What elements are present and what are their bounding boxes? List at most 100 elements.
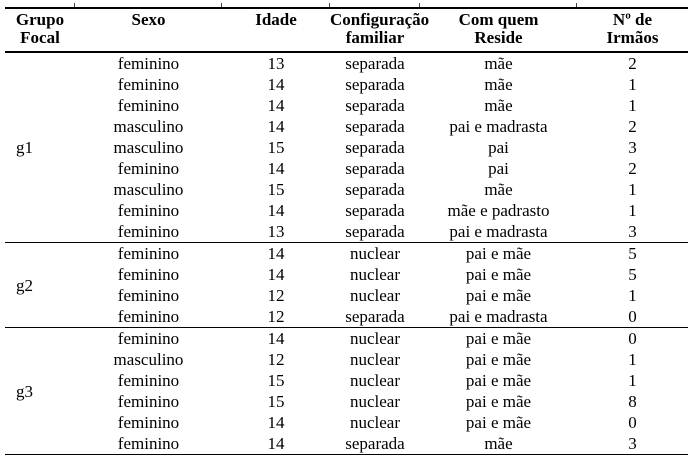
header-line: Nº de xyxy=(612,10,653,29)
cell-config: separada xyxy=(345,201,405,220)
column-boundary-tick xyxy=(329,3,330,7)
header-line: Reside xyxy=(474,28,523,47)
cell-config: separada xyxy=(345,159,405,178)
cell-sexo: feminino xyxy=(117,286,180,305)
cell-config: separada xyxy=(345,180,405,199)
header-n-irmaos: Nº de Irmãos xyxy=(577,8,688,53)
cell-idade: 14 xyxy=(267,117,285,136)
cell-irmaos: 0 xyxy=(628,413,637,432)
table-row: feminino 14 separada mãe 3 xyxy=(5,433,688,455)
cell-sexo: feminino xyxy=(75,306,222,328)
cell-idade: 12 xyxy=(222,306,330,328)
cell-sexo: feminino xyxy=(117,54,180,73)
table-row: masculino 12 nuclear pai e mãe 1 xyxy=(5,349,688,370)
header-sexo: Sexo xyxy=(75,8,222,53)
cell-irmaos: 1 xyxy=(628,286,637,305)
cell-sexo: feminino xyxy=(117,159,180,178)
header-line: Sexo xyxy=(131,10,166,29)
cell-reside: pai e mãe xyxy=(465,350,532,369)
cell-reside: pai e mãe xyxy=(465,286,532,305)
cell-reside: pai xyxy=(488,159,509,178)
table-row: g3 feminino 14 nuclear pai e mãe 0 xyxy=(5,327,688,455)
cell-reside: mãe xyxy=(484,96,513,115)
cell-reside: mãe xyxy=(484,180,513,199)
header-line: Idade xyxy=(255,10,297,29)
table-row: feminino 12 nuclear pai e mãe 1 xyxy=(5,285,688,306)
cell-irmaos: 2 xyxy=(628,54,637,73)
cell-idade: 12 xyxy=(267,286,285,305)
cell-config: nuclear xyxy=(349,286,401,305)
cell-reside: pai e madrasta xyxy=(420,306,577,328)
cell-irmaos: 1 xyxy=(628,75,637,94)
header-row: Grupo Focal Sexo Idade Configuração fami… xyxy=(5,8,688,53)
cell-idade: 14 xyxy=(267,329,285,348)
cell-irmaos: 5 xyxy=(628,265,637,284)
cell-config: separada xyxy=(330,221,420,243)
participants-table: Grupo Focal Sexo Idade Configuração fami… xyxy=(5,7,688,455)
header-line: Configuração xyxy=(330,10,430,29)
cell-config: separada xyxy=(345,54,405,73)
cell-reside: pai e mãe xyxy=(465,413,532,432)
header-idade: Idade xyxy=(222,8,330,53)
cell-irmaos: 1 xyxy=(628,371,637,390)
cell-sexo: feminino xyxy=(117,392,180,411)
column-boundary-tick xyxy=(419,3,420,7)
cell-config: separada xyxy=(345,138,405,157)
cell-config: nuclear xyxy=(349,350,401,369)
table-row: masculino 15 separada mãe 1 xyxy=(5,179,688,200)
table-row: feminino 13 separada pai e madrasta 3 xyxy=(5,221,688,243)
cell-sexo: masculino xyxy=(113,138,184,157)
cell-sexo: feminino xyxy=(117,75,180,94)
cell-sexo: masculino xyxy=(113,117,184,136)
cell-irmaos: 3 xyxy=(577,221,688,243)
cell-reside: pai e mãe xyxy=(465,392,532,411)
cell-idade: 14 xyxy=(267,159,285,178)
cell-irmaos: 3 xyxy=(628,138,637,157)
cell-idade: 13 xyxy=(222,221,330,243)
cell-config: nuclear xyxy=(349,265,401,284)
cell-reside: pai e mãe xyxy=(465,265,532,284)
cell-grupo: g1 xyxy=(5,52,75,243)
cell-idade: 14 xyxy=(267,96,285,115)
cell-sexo: feminino xyxy=(75,221,222,243)
cell-config: nuclear xyxy=(349,413,401,432)
header-configuracao-familiar: Configuração familiar xyxy=(330,8,430,53)
cell-config: nuclear xyxy=(349,392,401,411)
cell-sexo: feminino xyxy=(117,371,180,390)
header-line: Com quem xyxy=(458,10,539,29)
table-row: masculino 14 separada pai e madrasta 2 xyxy=(5,116,688,137)
cell-sexo: feminino xyxy=(117,329,180,348)
cell-idade: 14 xyxy=(267,244,285,263)
cell-reside: pai e mãe xyxy=(465,244,532,263)
cell-sexo: feminino xyxy=(117,201,180,220)
header-line: Grupo xyxy=(15,10,65,29)
cell-sexo: feminino xyxy=(117,96,180,115)
cell-idade: 14 xyxy=(267,201,285,220)
table-row: feminino 15 nuclear pai e mãe 8 xyxy=(5,391,688,412)
table-row: feminino 14 separada mãe 1 xyxy=(5,95,688,116)
column-boundary-tick xyxy=(221,3,222,7)
cell-idade: 14 xyxy=(267,434,285,453)
cell-irmaos: 2 xyxy=(628,159,637,178)
table-row: g1 feminino 13 separada mãe 2 xyxy=(5,52,688,243)
cell-reside: pai e mãe xyxy=(465,329,532,348)
table-row: feminino 12 separada pai e madrasta 0 xyxy=(5,306,688,328)
cell-reside: mãe xyxy=(484,434,513,453)
cell-idade: 14 xyxy=(267,413,285,432)
cell-idade: 12 xyxy=(267,350,285,369)
cell-sexo: masculino xyxy=(113,350,184,369)
cell-idade: 15 xyxy=(267,138,285,157)
cell-reside: mãe xyxy=(484,75,513,94)
cell-sexo: feminino xyxy=(117,434,180,453)
header-line: familiar xyxy=(345,28,405,47)
column-boundary-tick xyxy=(576,3,577,7)
cell-config: separada xyxy=(345,434,405,453)
cell-config: nuclear xyxy=(349,244,401,263)
cell-sexo: feminino xyxy=(117,413,180,432)
cell-irmaos: 1 xyxy=(628,96,637,115)
cell-reside: mãe xyxy=(484,54,513,73)
cell-config: separada xyxy=(345,117,405,136)
cell-irmaos: 1 xyxy=(628,350,637,369)
column-boundary-tick xyxy=(74,3,75,7)
